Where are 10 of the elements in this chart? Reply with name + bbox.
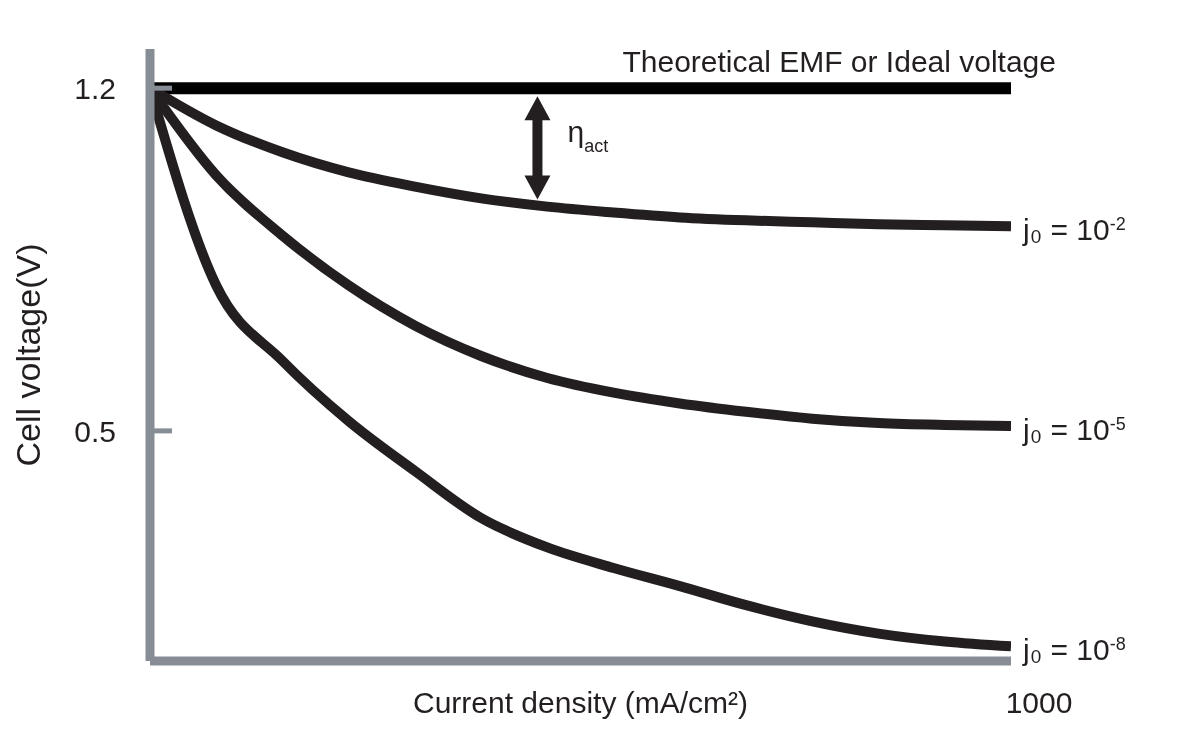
annotation: η$_{act}$ [567, 114, 609, 156]
y-tick-label: 1.2 [74, 71, 116, 105]
y-axis-title: Cell voltage(V) [9, 243, 48, 467]
text: 1000 [1005, 686, 1073, 719]
ref-line-label: Theoretical EMF or Ideal voltage [622, 45, 1056, 79]
y-tick-label: 0.5 [74, 414, 116, 448]
x-axis-title: Current density (mA/cm²) [412, 686, 749, 719]
series-label: j₀ = 10$^{-5}$ [1022, 412, 1126, 446]
series-label: j₀ = 10$^{-8}$ [1022, 633, 1126, 667]
series-label: j₀ = 10$^{-2}$ [1022, 213, 1126, 247]
